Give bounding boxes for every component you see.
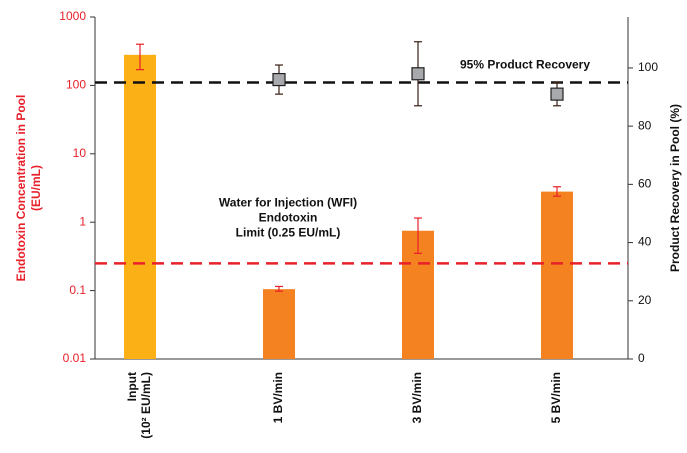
x-tick-label-line: (10² EU/mL) [139, 372, 153, 439]
y2-tick-label: 40 [638, 235, 652, 249]
reference-label-line: Endotoxin [259, 211, 318, 225]
y-tick-label: 100 [66, 78, 86, 92]
bar [541, 191, 573, 359]
reference-label: Water for Injection (WFI) Endotoxin Limit … [219, 196, 357, 240]
y-tick-label: 1000 [59, 9, 86, 23]
bar [124, 54, 156, 359]
y2-tick-label: 100 [638, 60, 658, 74]
x-tick-label-line: 5 BV/min [549, 372, 563, 423]
y-tick-label: 10 [73, 146, 87, 160]
x-tick-label: 1 BV/min [271, 372, 285, 423]
x-tick-label: Input(10² EU/mL) [125, 372, 153, 439]
reference-label-line: Water for Injection (WFI) [219, 196, 357, 210]
reference-label: 95% Product Recovery [460, 58, 590, 72]
error-bar [553, 186, 561, 197]
y-tick-label: 1 [79, 214, 86, 228]
reference-label-line: Limit (0.25 EU/mL) [236, 226, 341, 240]
bar [263, 289, 295, 359]
y2-tick-label: 0 [638, 351, 645, 365]
y2-tick-label: 20 [638, 293, 652, 307]
x-tick-label-line: 1 BV/min [271, 372, 285, 423]
y-axis-label: Endotoxin Concentration in Pool(EU/mL) [14, 95, 43, 282]
marker [272, 72, 286, 87]
y-tick-label: 0.01 [63, 351, 87, 365]
y2-tick-label: 60 [638, 177, 652, 191]
y-axis-label-line: (EU/mL) [29, 165, 43, 211]
x-tick-label-line: 3 BV/min [410, 372, 424, 423]
y2-tick-label: 80 [638, 118, 652, 132]
y2-axis-label: Product Recovery in Pool (%) [668, 104, 682, 272]
x-tick-label: 5 BV/min [549, 372, 563, 423]
marker [411, 67, 425, 81]
marker [550, 87, 564, 101]
x-tick-label-line: Input [125, 372, 139, 401]
reference-label-line: 95% Product Recovery [460, 58, 590, 72]
error-bar [414, 217, 422, 254]
x-tick-label: 3 BV/min [410, 372, 424, 423]
error-bar [275, 285, 283, 292]
y-tick-label: 0.1 [69, 283, 86, 297]
error-bar [136, 43, 144, 71]
y-axis-label-line: Endotoxin Concentration in Pool [14, 95, 28, 282]
